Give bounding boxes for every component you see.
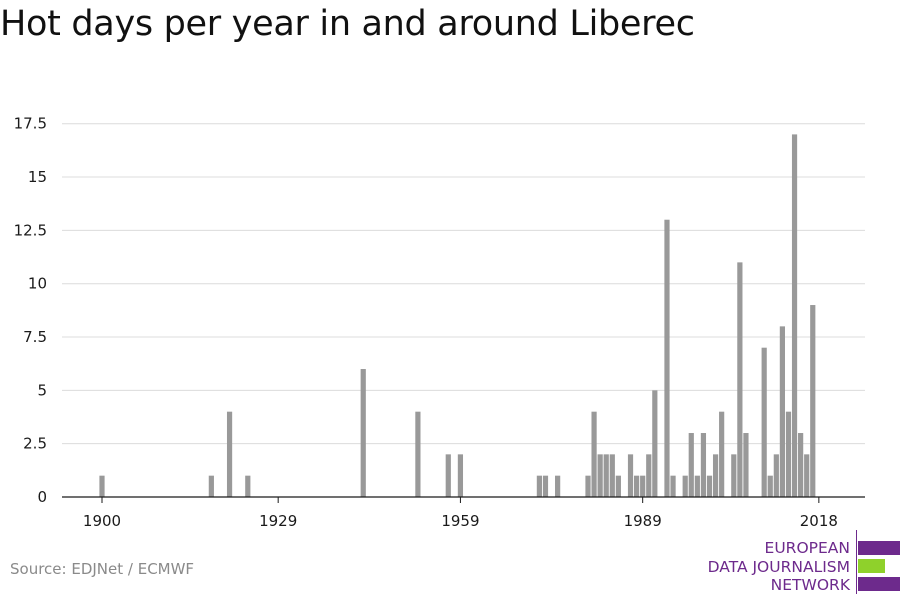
x-tick-label: 1929 (259, 512, 297, 530)
bar-1981 (591, 411, 597, 497)
y-tick-label: 0 (37, 488, 47, 506)
bar-2015 (798, 433, 804, 497)
chart-title: Hot days per year in and around Liberec (0, 4, 695, 44)
source-note: Source: EDJNet / ECMWF (10, 560, 195, 578)
bar-1989 (640, 475, 646, 497)
bar-1924 (245, 475, 251, 497)
bar-1984 (609, 454, 615, 497)
bar-1996 (682, 475, 688, 497)
bar-1997 (688, 433, 694, 497)
bars (99, 134, 816, 497)
y-tick-label: 7.5 (23, 328, 47, 346)
logo-bar-top (858, 541, 900, 555)
x-tick-label: 2018 (800, 512, 838, 530)
bar-2006 (743, 433, 749, 497)
bar-1921 (226, 411, 233, 497)
bar-2002 (719, 411, 725, 497)
bar-2014 (791, 134, 798, 497)
edjnet-logo: EUROPEAN DATA JOURNALISM NETWORK (700, 530, 900, 594)
y-tick-label: 2.5 (23, 435, 47, 453)
bar-1982 (597, 454, 603, 497)
bar-1918 (208, 475, 214, 497)
bar-1959 (457, 454, 464, 497)
logo-divider (856, 530, 857, 594)
bar-2013 (785, 411, 792, 497)
bar-2001 (712, 454, 719, 497)
bar-2012 (779, 326, 785, 497)
y-tick-label: 12.5 (14, 221, 47, 239)
bar-1988 (634, 475, 640, 497)
bar-1998 (694, 475, 700, 497)
y-tick-label: 15 (28, 168, 47, 186)
x-tick-label: 1900 (83, 512, 121, 530)
bar-1943 (360, 369, 366, 497)
bar-2000 (706, 475, 713, 497)
bar-1987 (627, 454, 634, 497)
bar-2004 (731, 454, 737, 497)
y-tick-label: 5 (37, 381, 47, 399)
bar-1994 (670, 475, 676, 497)
bar-2005 (737, 262, 743, 497)
bar-1983 (603, 454, 609, 497)
bar-1972 (536, 475, 542, 497)
x-tick-label: 1989 (624, 512, 662, 530)
logo-text-line-2: DATA JOURNALISM (707, 558, 850, 576)
logo-bar-middle (858, 559, 885, 573)
bar-chart: 0 2.5 5 7.5 10 12.5 15 17.5 1900 1929 1959 1989 2018 (14, 115, 865, 530)
bar-1900 (99, 475, 105, 497)
bar-1957 (445, 454, 451, 497)
bar-2016 (804, 454, 810, 497)
bar-1999 (700, 433, 707, 497)
bar-2009 (761, 347, 767, 497)
bar-1973 (542, 475, 549, 497)
bar-1985 (615, 475, 621, 497)
bar-1980 (585, 475, 591, 497)
bar-1975 (555, 475, 561, 497)
bar-2017 (810, 305, 816, 497)
y-tick-label: 10 (28, 275, 47, 293)
logo-bar-bottom (858, 577, 900, 591)
x-tick-label: 1959 (441, 512, 479, 530)
gridlines (62, 123, 865, 445)
bar-2011 (773, 454, 779, 497)
bar-1952 (415, 411, 421, 497)
bar-2010 (767, 475, 773, 497)
bar-1990 (646, 454, 652, 497)
logo-text-line-3: NETWORK (770, 576, 850, 594)
logo-text-line-1: EUROPEAN (764, 539, 850, 557)
bar-1993 (664, 219, 670, 497)
axes: 0 2.5 5 7.5 10 12.5 15 17.5 1900 1929 1959 1989 2018 (14, 115, 865, 530)
y-tick-label: 17.5 (14, 115, 47, 133)
bar-1991 (652, 390, 658, 497)
